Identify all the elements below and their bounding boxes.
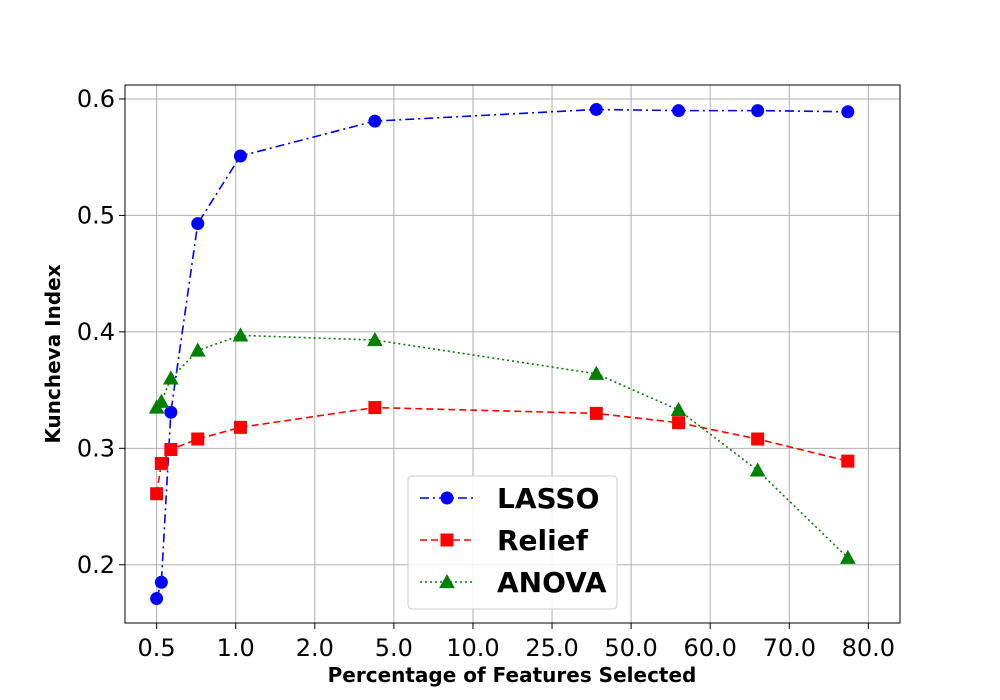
x-tick-label: 60.0 — [683, 634, 736, 662]
lasso-point — [841, 105, 855, 119]
relief-point — [368, 401, 382, 415]
anova-point — [588, 365, 605, 380]
x-tick-label: 50.0 — [604, 634, 657, 662]
anova-point — [153, 393, 170, 408]
relief-point — [164, 442, 178, 456]
y-tick-label: 0.6 — [77, 85, 115, 113]
lasso-line — [155, 108, 848, 599]
lasso-point — [191, 217, 205, 231]
legend-marker-relief — [440, 533, 454, 547]
x-tick-label: 70.0 — [763, 634, 816, 662]
legend-marker-lasso — [440, 491, 454, 505]
legend: LASSO Relief ANOVA — [407, 475, 618, 610]
legend-marker-anova — [439, 573, 455, 589]
y-tick-label: 0.3 — [77, 434, 115, 462]
y-axis-label: Kuncheva Index — [41, 264, 65, 443]
legend-item-lasso: LASSO — [420, 482, 599, 515]
relief-point — [154, 456, 168, 470]
series-relief — [150, 401, 855, 501]
y-tick-label: 0.4 — [77, 318, 115, 346]
y-tick-label: 0.2 — [77, 551, 115, 579]
legend-label-lasso: LASSO — [497, 482, 599, 515]
legend-label-relief: Relief — [497, 524, 589, 557]
anova-line — [156, 334, 849, 559]
lasso-point — [233, 149, 247, 163]
lasso-point — [589, 102, 603, 116]
anova-point — [189, 342, 206, 357]
x-tick-label: 25.0 — [525, 634, 578, 662]
relief-point — [672, 416, 686, 430]
plot-frame — [124, 84, 901, 624]
x-tick-label: 2.0 — [296, 634, 334, 662]
series-lasso — [150, 102, 855, 606]
lasso-point — [150, 592, 164, 606]
anova-point — [163, 370, 179, 385]
relief-point — [589, 406, 603, 420]
legend-item-anova: ANOVA — [420, 566, 607, 599]
lasso-point — [164, 405, 178, 419]
anova-point — [839, 549, 856, 564]
legend-box — [407, 475, 618, 610]
anova-point — [670, 401, 687, 416]
y-tick-label: 0.5 — [77, 201, 115, 229]
anova-point — [367, 331, 383, 347]
lasso-point — [751, 104, 765, 118]
relief-line — [155, 406, 848, 494]
series-anova — [148, 327, 856, 564]
x-tick-label: 80.0 — [842, 634, 895, 662]
x-tick-label: 0.5 — [138, 634, 176, 662]
legend-item-relief: Relief — [420, 524, 589, 557]
relief-point — [751, 432, 765, 446]
relief-point — [150, 487, 164, 501]
relief-point — [841, 454, 855, 468]
relief-point — [191, 432, 205, 446]
x-tick-label: 10.0 — [446, 634, 499, 662]
lasso-point — [368, 114, 382, 128]
anova-point — [749, 462, 766, 477]
lasso-point — [154, 575, 168, 589]
axis-ticks: 0.5 1.0 2.0 5.0 10.0 25.0 50.0 60.0 70.0 80.0 0.2 0… — [77, 85, 895, 662]
x-axis-label: Percentage of Features Selected — [328, 663, 697, 687]
relief-point — [233, 420, 247, 434]
x-tick-label: 1.0 — [217, 634, 255, 662]
anova-point — [232, 327, 249, 342]
lasso-point — [672, 104, 686, 118]
x-tick-label: 5.0 — [375, 634, 413, 662]
series-group — [148, 102, 856, 606]
legend-label-anova: ANOVA — [497, 566, 607, 599]
